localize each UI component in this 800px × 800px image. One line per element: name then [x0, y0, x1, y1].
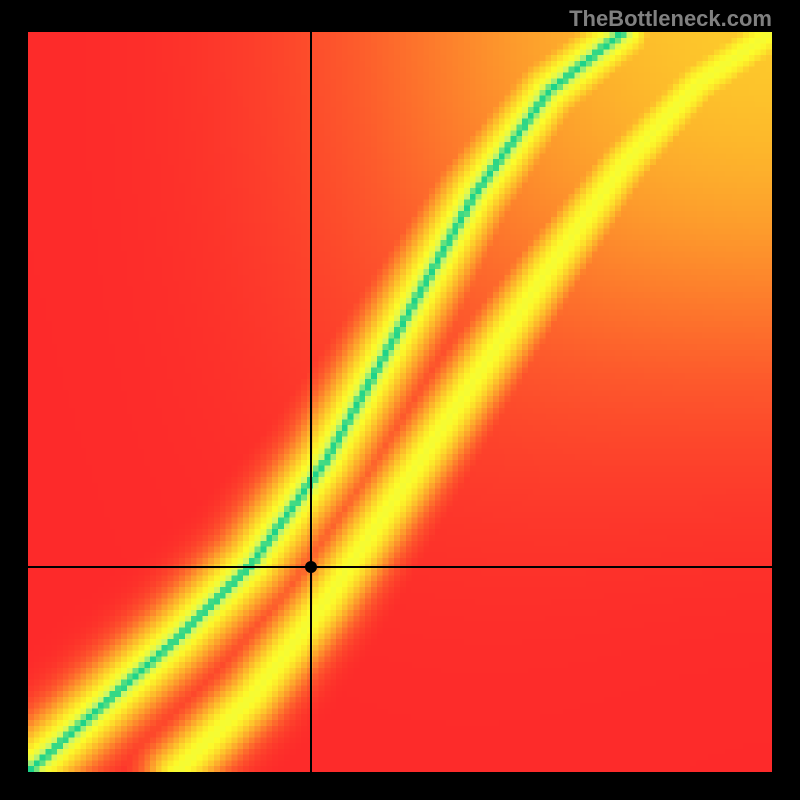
chart-frame: TheBottleneck.com — [0, 0, 800, 800]
crosshair-horizontal — [28, 566, 772, 568]
marker-dot — [305, 561, 317, 573]
heatmap-canvas — [28, 32, 772, 772]
watermark-text: TheBottleneck.com — [569, 6, 772, 32]
plot-area — [28, 32, 772, 772]
crosshair-vertical — [310, 32, 312, 772]
